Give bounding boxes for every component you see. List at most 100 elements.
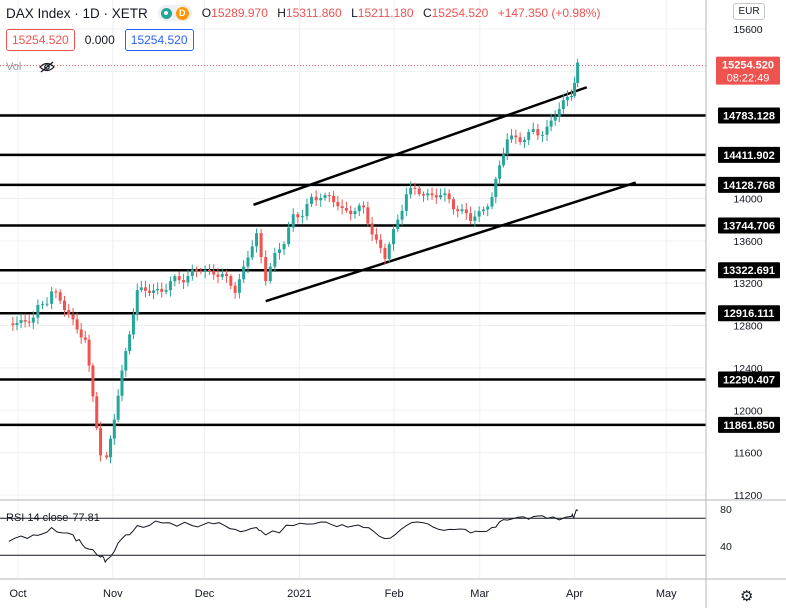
candle-body (264, 256, 268, 282)
candle-body (199, 270, 203, 272)
y-tick-label: 11600 (734, 448, 763, 460)
candle-body (518, 137, 522, 143)
level-tag (718, 371, 780, 388)
candle-body (282, 243, 286, 250)
candle-body (353, 211, 357, 215)
candle-body (527, 131, 531, 140)
candle-body (225, 273, 229, 277)
ohlc-values: O15289.970 H15311.860 L15211.180 C15254.… (201, 6, 601, 20)
rsi-tick-label: 80 (720, 504, 732, 516)
candle-body (128, 334, 132, 352)
y-tick-label: 13600 (733, 236, 762, 248)
candle-body (305, 204, 309, 217)
candle-body (190, 269, 194, 277)
buy-button[interactable]: 15254.520 (124, 29, 194, 51)
current-price-value: 15254.520 (722, 60, 774, 72)
candle-body (417, 188, 421, 195)
symbol-title[interactable]: DAX Index · 1D · XETR (6, 5, 148, 21)
candle-body (164, 290, 168, 292)
candle-body (216, 274, 220, 277)
chart-header: DAX Index · 1D · XETR D O15289.970 H1531… (6, 5, 606, 21)
x-tick-label: Feb (385, 588, 404, 600)
candle-body (27, 321, 31, 323)
candle-body (540, 134, 544, 136)
candle-body (11, 323, 15, 326)
candle-body (242, 266, 246, 280)
x-tick-label: Nov (103, 588, 123, 600)
candle-body (400, 210, 404, 220)
candle-body (139, 287, 143, 291)
volume-legend: Vol (6, 61, 56, 73)
candle-body (116, 395, 120, 420)
candle-body (494, 178, 498, 198)
candle-body (50, 291, 54, 304)
currency-label[interactable]: EUR (733, 3, 765, 20)
candle-body (477, 211, 481, 217)
candle-body (83, 337, 87, 340)
candle-body (246, 257, 250, 267)
candle-body (426, 193, 430, 196)
candle-body (421, 194, 425, 196)
candle-body (430, 193, 434, 196)
level-tag (718, 217, 780, 234)
candle-body (553, 116, 557, 121)
candle-body (62, 300, 66, 310)
eye-hidden-icon[interactable] (39, 61, 56, 73)
candle-body (510, 135, 514, 140)
rsi-line (8, 508, 579, 564)
gear-icon[interactable]: ⚙ (740, 588, 754, 605)
candle-body (481, 209, 485, 212)
candle-body (396, 219, 400, 230)
candle-body (370, 223, 374, 235)
candle-body (514, 135, 518, 138)
level-tag (718, 262, 780, 279)
candle-body (273, 252, 277, 267)
level-tag (718, 305, 780, 322)
candle-body (557, 109, 561, 117)
candle-body (36, 304, 40, 318)
channel-line[interactable] (265, 181, 637, 303)
candle-body (220, 273, 224, 277)
candle-body (501, 154, 505, 166)
level-tag-label: 11861.850 (723, 420, 774, 432)
candle-body (95, 396, 99, 429)
candle-body (87, 339, 91, 366)
y-tick-label: 15600 (733, 24, 762, 36)
trade-buttons: 15254.520 0.000 15254.520 (6, 29, 194, 51)
spread-value: 0.000 (84, 33, 115, 47)
candle-body (31, 317, 35, 323)
status-pill[interactable]: D (157, 5, 192, 21)
candle-body (160, 288, 164, 292)
candle-body (569, 95, 573, 97)
candle-body (268, 266, 272, 282)
rsi-tick-label: 40 (720, 541, 732, 553)
candle-body (168, 281, 172, 291)
candle-body (573, 82, 577, 96)
candle-body (259, 233, 263, 257)
rsi-panel (0, 508, 706, 564)
x-tick-label: Apr (566, 588, 583, 600)
level-tag-label: 12916.111 (724, 308, 775, 320)
candle-body (536, 129, 540, 136)
candle-body (277, 249, 281, 253)
candle-body (327, 195, 331, 197)
candle-body (291, 214, 295, 228)
candle-body (71, 314, 75, 320)
candle-body (379, 239, 383, 248)
sell-button[interactable]: 15254.520 (6, 29, 75, 51)
candle-body (319, 197, 323, 201)
candle-body (255, 233, 259, 247)
candle-body (374, 234, 378, 240)
candle-body (195, 269, 199, 271)
candle-body (447, 193, 451, 200)
candle-body (443, 193, 447, 196)
open-value: 15289.970 (211, 6, 268, 20)
candle-body (54, 291, 58, 293)
candle-body (124, 351, 128, 371)
candle-body (565, 96, 569, 101)
level-tag-label: 12290.407 (723, 375, 775, 387)
change-value: +147.350 (+0.98%) (497, 6, 601, 20)
grid-lines (0, 0, 706, 578)
level-tag (718, 416, 780, 433)
